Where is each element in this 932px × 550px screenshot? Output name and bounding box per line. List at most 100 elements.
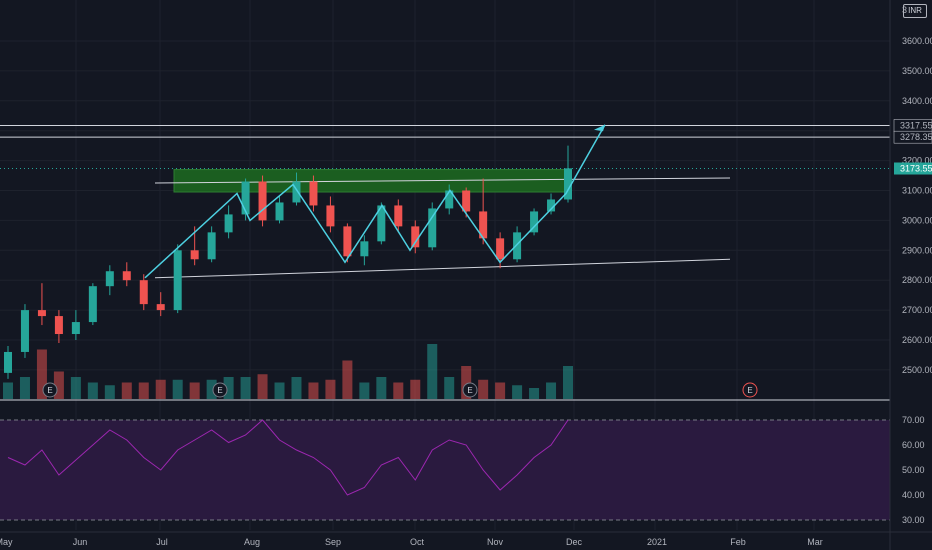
time-tick-label: Mar (807, 537, 823, 547)
volume-bar (121, 382, 132, 399)
volume-bar (495, 382, 506, 399)
volume-bar (223, 377, 234, 399)
volume-bar (172, 379, 183, 399)
candle-body (207, 232, 216, 260)
time-tick-label: May (0, 537, 13, 547)
candle-body (190, 250, 199, 260)
earnings-marker-label: E (467, 386, 472, 395)
rsi-band (0, 420, 890, 520)
volume-bar (155, 379, 166, 399)
candle-body (20, 310, 29, 352)
candle-body (496, 238, 505, 260)
candle-body (445, 190, 454, 209)
volume-bar (70, 377, 81, 399)
candle-body (71, 322, 80, 335)
candle-body (343, 226, 352, 257)
volume-bar (19, 377, 30, 399)
price-tick-label: 3600.00 (902, 36, 932, 46)
candle-body (105, 271, 114, 287)
price-tick-label: 3500.00 (902, 66, 932, 76)
volume-bar (393, 382, 404, 399)
candle-body (54, 316, 63, 335)
candle-body (258, 181, 267, 221)
volume-bar (240, 377, 251, 399)
time-tick-label: Jul (156, 537, 168, 547)
volume-bar (274, 382, 285, 399)
volume-bar (308, 382, 319, 399)
zigzag-arrowhead (594, 124, 605, 132)
candle-body (564, 168, 572, 200)
rsi-tick-label: 30.00 (902, 515, 925, 525)
candle-body (88, 286, 97, 323)
candle-body (4, 351, 12, 373)
price-tick-label: 3400.00 (902, 96, 932, 106)
last-price-box (894, 162, 932, 175)
time-tick-label: Sep (325, 537, 341, 547)
trend-channel (154, 177, 731, 279)
price-tick-label: 2800.00 (902, 275, 932, 285)
time-tick-label: Dec (566, 537, 583, 547)
volume-bar (478, 379, 489, 399)
earnings-marker-label: E (747, 386, 752, 395)
rsi-tick-label: 50.00 (902, 465, 925, 475)
candle-body (173, 250, 182, 311)
volume-bar (444, 377, 455, 399)
rsi-tick-label: 40.00 (902, 490, 925, 500)
candle-body (275, 202, 284, 221)
price-axis[interactable]: 3 3600.00 3500.00 3400.00 3200.00 3100.00 3000… (889, 0, 932, 550)
volume-bar (376, 377, 387, 399)
candle-body (139, 280, 148, 305)
rsi-axis[interactable]: 70.00 60.00 50.00 40.00 30.00 (902, 415, 925, 525)
last-price-label: 3173.55 (900, 164, 932, 174)
candlesticks (4, 145, 572, 379)
rsi-tick-label: 60.00 (902, 440, 925, 450)
volume-bar (206, 379, 217, 399)
volume-bar (563, 366, 573, 399)
candle-body (479, 211, 488, 239)
candle-body (462, 190, 471, 212)
earnings-marker-icon[interactable] (212, 382, 228, 398)
level-label: 3317.55 (900, 120, 932, 130)
time-tick-label: 2021 (647, 537, 667, 547)
volume-bar (53, 371, 64, 399)
candle-body (292, 181, 301, 203)
volume-bar (189, 382, 200, 399)
earnings-marker-label: E (217, 386, 222, 395)
price-tick-label: 2900.00 (902, 245, 932, 255)
volume-bar (461, 366, 472, 399)
earnings-marker-icon[interactable] (742, 382, 758, 398)
rsi-line (7, 419, 569, 496)
rsi-pane (0, 419, 890, 521)
candle-body (394, 205, 403, 227)
volume-bar (410, 379, 421, 399)
volume-bar (359, 382, 370, 399)
candle-body (547, 199, 556, 212)
channel-upper-line (154, 177, 731, 184)
volume-bars (3, 344, 573, 399)
volume-bar (36, 349, 47, 399)
time-tick-label: Nov (487, 537, 504, 547)
earnings-marker-label: E (47, 386, 52, 395)
price-axis-top-label: 3 (902, 5, 907, 15)
rsi-tick-label: 70.00 (902, 415, 925, 425)
earnings-marker-icon[interactable] (42, 382, 58, 398)
volume-bar (325, 379, 336, 399)
volume-bar (3, 382, 13, 399)
currency-badge[interactable]: INR (903, 4, 927, 18)
time-tick-label: Jun (73, 537, 88, 547)
volume-bar (87, 382, 98, 399)
price-tick-label: 3100.00 (902, 186, 932, 196)
time-axis[interactable]: May Jun Jul Aug Sep Oct Nov Dec 2021 Feb Mar (0, 531, 932, 547)
earnings-marker-icon[interactable] (462, 382, 478, 398)
price-tick-label: 3200.00 (902, 156, 932, 166)
zigzag-line (144, 124, 606, 279)
volume-bar (291, 377, 302, 399)
candle-body (224, 214, 233, 233)
channel-lower-line (154, 258, 731, 279)
volume-bar (512, 385, 523, 399)
candle-body (156, 304, 165, 311)
candle-body (360, 241, 369, 257)
